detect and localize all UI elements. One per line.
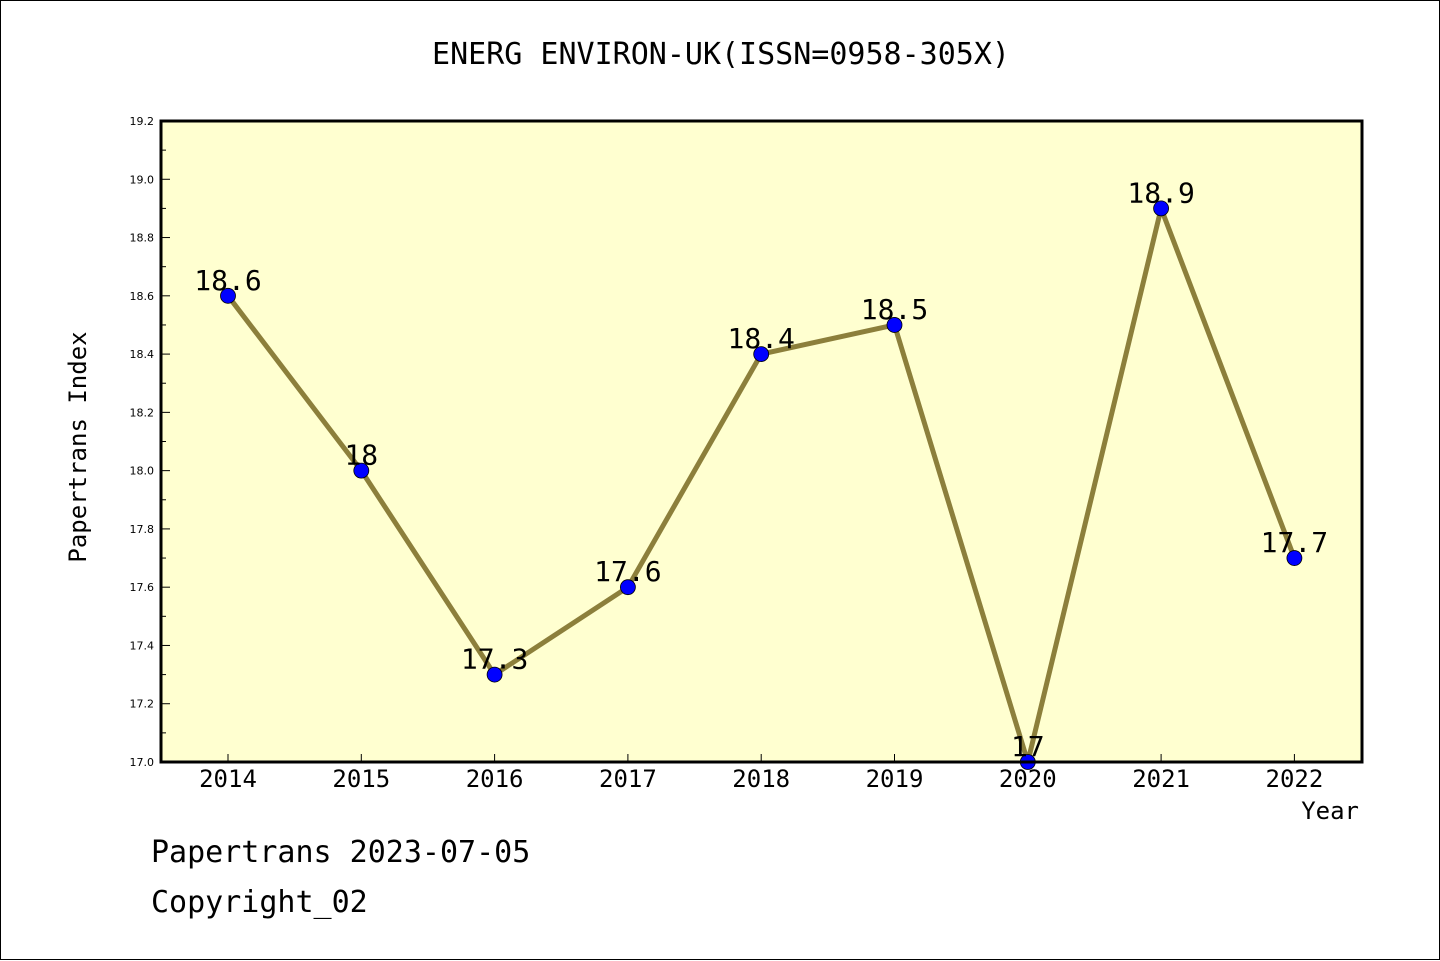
data-point [1286, 550, 1303, 566]
data-label: 17.6 [594, 555, 661, 588]
x-tick-label: 2021 [1132, 765, 1190, 793]
y-tick-label: 18.4 [130, 348, 155, 361]
data-label: 17 [1011, 730, 1045, 763]
x-tick-label: 2015 [332, 765, 390, 793]
data-point [1153, 200, 1169, 217]
x-tick-label: 2017 [599, 765, 657, 793]
y-tick-label: 19.2 [130, 115, 155, 128]
data-label: 17.3 [461, 643, 528, 676]
y-tick-label: 18.0 [130, 465, 155, 478]
y-tick-label: 18.2 [130, 406, 155, 419]
plot-border [159, 119, 1364, 764]
data-label: 18 [344, 439, 378, 472]
data-label: 18.6 [194, 264, 261, 297]
data-point [620, 579, 636, 596]
y-tick-label: 18.6 [130, 290, 155, 303]
data-point [353, 462, 370, 479]
plot-area [161, 121, 1362, 762]
footer-copyright: Copyright_02 [151, 885, 368, 920]
footer-date: Papertrans 2023-07-05 [151, 835, 531, 870]
x-tick-label: 2014 [199, 765, 257, 793]
x-tick-label: 2019 [866, 765, 924, 793]
x-axis-label: Year [1301, 797, 1359, 825]
y-tick-label: 17.8 [130, 523, 155, 536]
y-tick-label: 18.8 [130, 232, 155, 245]
data-label: 17.7 [1261, 526, 1328, 559]
y-tick-label: 17.6 [130, 581, 155, 594]
data-point [220, 287, 236, 304]
data-label: 18.4 [727, 322, 794, 355]
y-tick-label: 19.0 [130, 173, 155, 186]
x-tick-label: 2018 [732, 765, 790, 793]
y-tick-label: 17.4 [130, 639, 155, 652]
y-tick-label: 17.0 [130, 756, 155, 769]
data-point [753, 346, 770, 362]
chart-title: ENERG ENVIRON-UK(ISSN=0958-305X) [432, 37, 1010, 72]
data-point [886, 317, 903, 333]
data-point [486, 666, 503, 683]
x-tick-label: 2022 [1266, 765, 1324, 793]
data-label: 18.5 [861, 293, 928, 326]
data-label: 18.9 [1127, 176, 1194, 209]
x-tick-label: 2016 [466, 765, 524, 793]
y-tick-label: 17.2 [130, 698, 155, 711]
